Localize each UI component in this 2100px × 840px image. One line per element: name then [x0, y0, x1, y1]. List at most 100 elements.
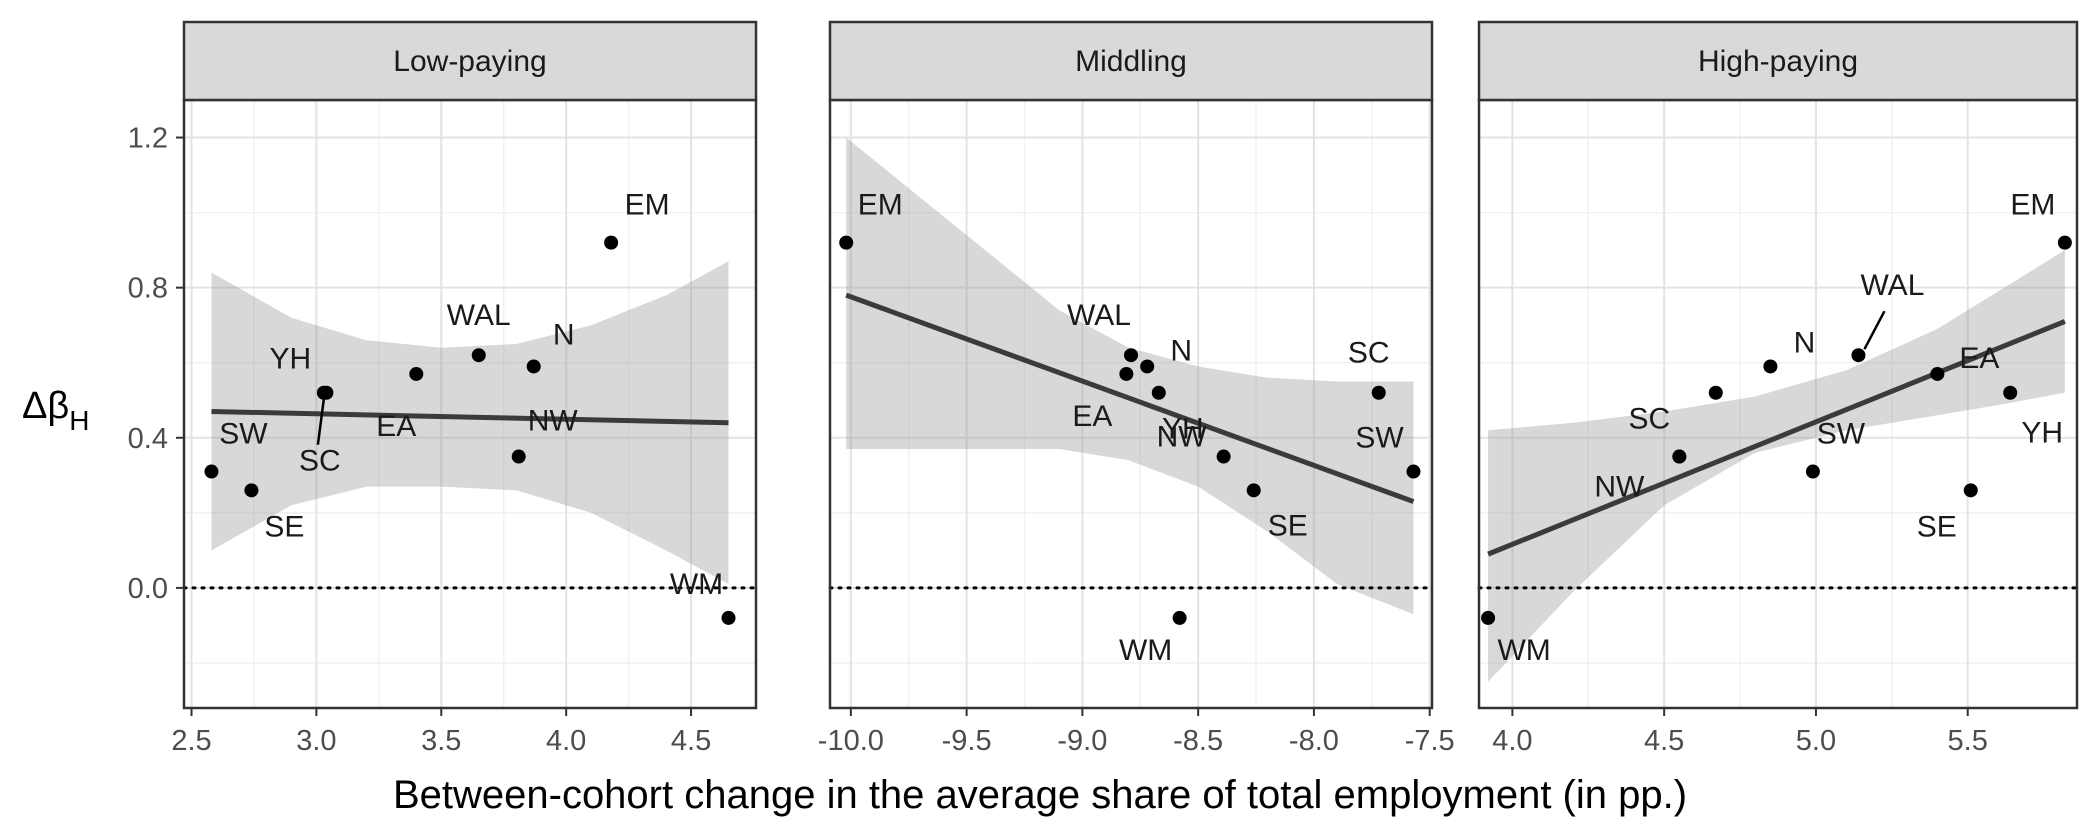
x-tick-label: -9.0 — [1057, 725, 1107, 757]
data-point — [721, 610, 736, 625]
facet-title: High-paying — [1698, 45, 1858, 78]
point-label: WAL — [1860, 269, 1924, 302]
data-point — [1805, 464, 1820, 479]
data-point — [1246, 483, 1261, 498]
facet-title: Low-paying — [393, 45, 546, 78]
panel-background — [184, 100, 756, 708]
panel-background — [830, 100, 1432, 708]
confidence-band — [1488, 250, 2065, 682]
point-label: SC — [1629, 403, 1671, 436]
x-tick-label: -10.0 — [818, 725, 884, 757]
x-tick-label: 2.5 — [171, 725, 211, 757]
facet-panel: EM WAL N EA YH SC NW SW SE WM Middling -10.0 -9.5 -9.… — [818, 20, 1455, 757]
data-point — [1406, 464, 1421, 479]
chart-panels: EM WAL N EA YH SC NW SW SE WM Low-paying 2.5 3.0 3.5 4… — [171, 20, 2079, 757]
data-point — [1216, 449, 1231, 464]
x-tick-label: -7.5 — [1405, 725, 1455, 757]
fit-line — [1487, 319, 2066, 557]
point-label: WAL — [1067, 299, 1131, 332]
facet-strip — [182, 20, 758, 102]
x-tick-label: 4.5 — [671, 725, 711, 757]
data-point — [1672, 449, 1687, 464]
data-point — [1481, 610, 1496, 625]
y-axis: 0.0 0.4 0.8 1.2 — [128, 123, 184, 605]
panel-background — [1479, 100, 2077, 708]
y-axis-title-subscript: H — [69, 405, 89, 436]
data-point — [1708, 385, 1723, 400]
point-label: YH — [1162, 413, 1204, 446]
point-label: EA — [376, 410, 416, 443]
point-label: NW — [528, 405, 579, 438]
point-label: EM — [2010, 189, 2055, 222]
point-label: WAL — [447, 299, 511, 332]
point-label: EM — [858, 189, 903, 222]
point-label: SE — [264, 510, 304, 543]
y-tick-label: 1.2 — [128, 123, 168, 155]
data-point — [1763, 359, 1778, 374]
point-label: YH — [270, 343, 312, 376]
data-point — [2003, 385, 2018, 400]
y-axis-title-main: Δβ — [22, 385, 69, 427]
point-label: SW — [219, 418, 268, 451]
data-point — [471, 348, 486, 363]
y-tick-label: 0.4 — [128, 423, 168, 455]
data-point — [526, 359, 541, 374]
data-point — [1151, 385, 1166, 400]
x-tick-label: 4.5 — [1644, 725, 1684, 757]
point-label: SC — [1348, 337, 1390, 370]
facet-panel: EM WAL N EA YH SC NW SW SE WM High-paying 4.0 4.5 5.0… — [1477, 20, 2079, 757]
x-tick-label: 5.0 — [1796, 725, 1836, 757]
facet-strip — [828, 20, 1434, 102]
data-point — [1963, 483, 1978, 498]
data-point — [2057, 235, 2072, 250]
x-tick-label: 3.5 — [421, 725, 461, 757]
data-point — [316, 385, 331, 400]
point-label: YH — [2021, 417, 2063, 450]
fit-line — [845, 292, 1415, 504]
point-label: EA — [1959, 342, 1999, 375]
data-point — [204, 464, 219, 479]
x-tick-label: 3.0 — [296, 725, 336, 757]
data-point — [244, 483, 259, 498]
x-tick-label: 4.0 — [1492, 725, 1532, 757]
facet-panel: EM WAL N EA YH SC NW SW SE WM Low-paying 2.5 3.0 3.5 4… — [171, 20, 758, 757]
data-point — [1930, 366, 1945, 381]
point-label: WM — [1119, 634, 1172, 667]
data-point — [1371, 385, 1386, 400]
data-point — [1119, 366, 1134, 381]
x-tick-label: 4.0 — [546, 725, 586, 757]
y-tick-label: 0.0 — [128, 573, 168, 605]
point-label: SW — [1355, 422, 1404, 455]
y-axis-title: ΔβH — [22, 385, 89, 436]
label-leader-line — [1863, 310, 1886, 350]
data-point — [511, 449, 526, 464]
point-label: N — [553, 318, 575, 351]
point-label: N — [1170, 334, 1192, 367]
data-point — [1124, 348, 1138, 363]
x-tick-label: 5.5 — [1948, 725, 1988, 757]
data-point — [839, 235, 854, 250]
x-tick-label: -8.0 — [1289, 725, 1339, 757]
point-label: WM — [1497, 634, 1550, 667]
data-point — [604, 235, 619, 250]
x-tick-label: -9.5 — [942, 725, 992, 757]
x-axis-title: Between-cohort change in the average sha… — [393, 773, 1687, 817]
point-label: SE — [1268, 509, 1308, 542]
point-label: N — [1794, 326, 1816, 359]
point-label: EM — [625, 189, 670, 222]
facet-title: Middling — [1075, 45, 1187, 78]
facet-strip — [1477, 20, 2079, 102]
data-point — [1140, 359, 1155, 374]
point-label: EA — [1072, 400, 1112, 433]
label-leader-line — [316, 398, 326, 445]
data-point — [1172, 610, 1187, 625]
data-point — [1851, 348, 1866, 363]
point-label: SC — [299, 445, 341, 478]
point-label: SE — [1917, 510, 1957, 543]
fit-line — [211, 409, 729, 426]
point-label: NW — [1594, 471, 1645, 504]
point-label: SW — [1817, 418, 1866, 451]
point-label: WM — [670, 568, 723, 601]
x-tick-label: -8.5 — [1173, 725, 1223, 757]
